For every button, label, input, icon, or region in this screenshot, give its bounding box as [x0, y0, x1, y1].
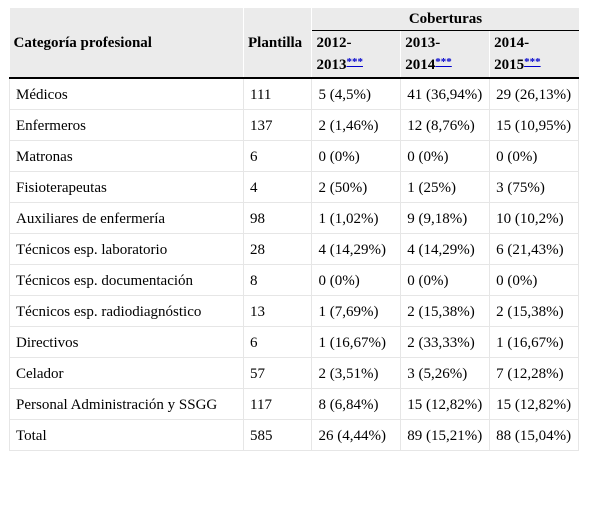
table-row: Celador 57 2 (3,51%) 3 (5,26%) 7 (12,28%) [8, 357, 579, 389]
cell-y2: 2 (15,38%) [400, 295, 490, 327]
cell-y2: 3 (5,26%) [400, 357, 490, 389]
cell-y3: 7 (12,28%) [489, 357, 579, 389]
table-body: Médicos 111 5 (4,5%) 41 (36,94%) 29 (26,13%)… [8, 78, 579, 451]
table-row: Técnicos esp. radiodiagnóstico 13 1 (7,69%… [8, 295, 579, 327]
cell-y2: 2 (33,33%) [400, 326, 490, 358]
table-row: Auxiliares de enfermería 98 1 (1,02%) 9 (9,… [8, 202, 579, 234]
cell-y2: 89 (15,21%) [400, 419, 490, 451]
cell-y2: 41 (36,94%) [400, 78, 490, 110]
table-row: Matronas 6 0 (0%) 0 (0%) 0 (0%) [8, 140, 579, 172]
table-row: Técnicos esp. laboratorio 28 4 (14,29%) 4 (… [8, 233, 579, 265]
cell-category: Fisioterapeutas [8, 171, 244, 203]
cell-category: Médicos [8, 78, 244, 110]
cell-y1: 26 (4,44%) [311, 419, 401, 451]
cell-plantilla: 6 [243, 140, 312, 172]
cell-y2: 9 (9,18%) [400, 202, 490, 234]
table-row: Personal Administración y SSGG 117 8 (6,84… [8, 388, 579, 420]
table-row: Técnicos esp. documentación 8 0 (0%) 0 (0%)… [8, 264, 579, 296]
cell-plantilla: 585 [243, 419, 312, 451]
cell-y3: 1 (16,67%) [489, 326, 579, 358]
cell-y1: 2 (3,51%) [311, 357, 401, 389]
cell-plantilla: 13 [243, 295, 312, 327]
cell-category: Total [8, 419, 244, 451]
cell-y1: 2 (1,46%) [311, 109, 401, 141]
table-row: Médicos 111 5 (4,5%) 41 (36,94%) 29 (26,13%) [8, 78, 579, 110]
cell-category: Técnicos esp. documentación [8, 264, 244, 296]
cell-y1: 4 (14,29%) [311, 233, 401, 265]
header-year-2-label: 2013-2014 [405, 34, 441, 73]
cell-category: Matronas [8, 140, 244, 172]
cell-y1: 2 (50%) [311, 171, 401, 203]
cell-plantilla: 6 [243, 326, 312, 358]
cell-y2: 0 (0%) [400, 140, 490, 172]
cell-plantilla: 117 [243, 388, 312, 420]
cell-y3: 15 (10,95%) [489, 109, 579, 141]
cell-plantilla: 137 [243, 109, 312, 141]
cell-y3: 88 (15,04%) [489, 419, 579, 451]
header-year-2: 2013-2014*** [400, 30, 490, 79]
cell-plantilla: 4 [243, 171, 312, 203]
cell-y2: 1 (25%) [400, 171, 490, 203]
header-coberturas: Coberturas [311, 8, 579, 31]
cell-y2: 4 (14,29%) [400, 233, 490, 265]
cell-y1: 1 (7,69%) [311, 295, 401, 327]
cell-y1: 1 (16,67%) [311, 326, 401, 358]
cell-plantilla: 28 [243, 233, 312, 265]
cell-y3: 0 (0%) [489, 140, 579, 172]
table-row: Directivos 6 1 (16,67%) 2 (33,33%) 1 (16,67%… [8, 326, 579, 358]
cell-y1: 8 (6,84%) [311, 388, 401, 420]
cell-y3: 15 (12,82%) [489, 388, 579, 420]
cell-y1: 0 (0%) [311, 140, 401, 172]
cell-category: Directivos [8, 326, 244, 358]
cell-category: Auxiliares de enfermería [8, 202, 244, 234]
cell-category: Enfermeros [8, 109, 244, 141]
cell-y1: 0 (0%) [311, 264, 401, 296]
cell-y2: 15 (12,82%) [400, 388, 490, 420]
header-plantilla: Plantilla [243, 8, 313, 79]
coverage-table: Categoría profesional Plantilla Cobertur… [8, 8, 579, 451]
cell-plantilla: 111 [243, 78, 312, 110]
cell-y3: 29 (26,13%) [489, 78, 579, 110]
cell-y3: 6 (21,43%) [489, 233, 579, 265]
header-year-1-label: 2012-2013 [316, 34, 352, 73]
footnote-link-year-1[interactable]: *** [346, 55, 363, 68]
table-row: Total 585 26 (4,44%) 89 (15,21%) 88 (15,04%) [8, 419, 579, 451]
cell-y3: 3 (75%) [489, 171, 579, 203]
cell-y1: 1 (1,02%) [311, 202, 401, 234]
header-year-3-label: 2014-2015 [494, 34, 530, 73]
cell-y3: 0 (0%) [489, 264, 579, 296]
cell-plantilla: 98 [243, 202, 312, 234]
cell-category: Técnicos esp. laboratorio [8, 233, 244, 265]
header-year-1: 2012-2013*** [311, 30, 401, 79]
cell-category: Celador [8, 357, 244, 389]
cell-category: Técnicos esp. radiodiagnóstico [8, 295, 244, 327]
footnote-link-year-3[interactable]: *** [524, 55, 541, 68]
cell-category: Personal Administración y SSGG [8, 388, 244, 420]
table-row: Enfermeros 137 2 (1,46%) 12 (8,76%) 15 (10,9… [8, 109, 579, 141]
header-category: Categoría profesional [9, 8, 245, 79]
cell-y2: 12 (8,76%) [400, 109, 490, 141]
cell-y1: 5 (4,5%) [311, 78, 401, 110]
cell-plantilla: 57 [243, 357, 312, 389]
table-row: Fisioterapeutas 4 2 (50%) 1 (25%) 3 (75%) [8, 171, 579, 203]
footnote-link-year-2[interactable]: *** [435, 55, 452, 68]
header-year-3: 2014-2015*** [489, 30, 579, 79]
cell-plantilla: 8 [243, 264, 312, 296]
cell-y3: 10 (10,2%) [489, 202, 579, 234]
cell-y2: 0 (0%) [400, 264, 490, 296]
cell-y3: 2 (15,38%) [489, 295, 579, 327]
